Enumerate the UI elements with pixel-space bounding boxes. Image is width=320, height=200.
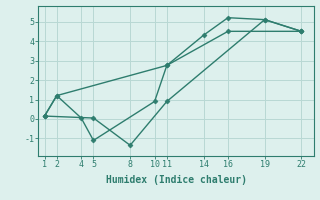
X-axis label: Humidex (Indice chaleur): Humidex (Indice chaleur) [106, 175, 246, 185]
